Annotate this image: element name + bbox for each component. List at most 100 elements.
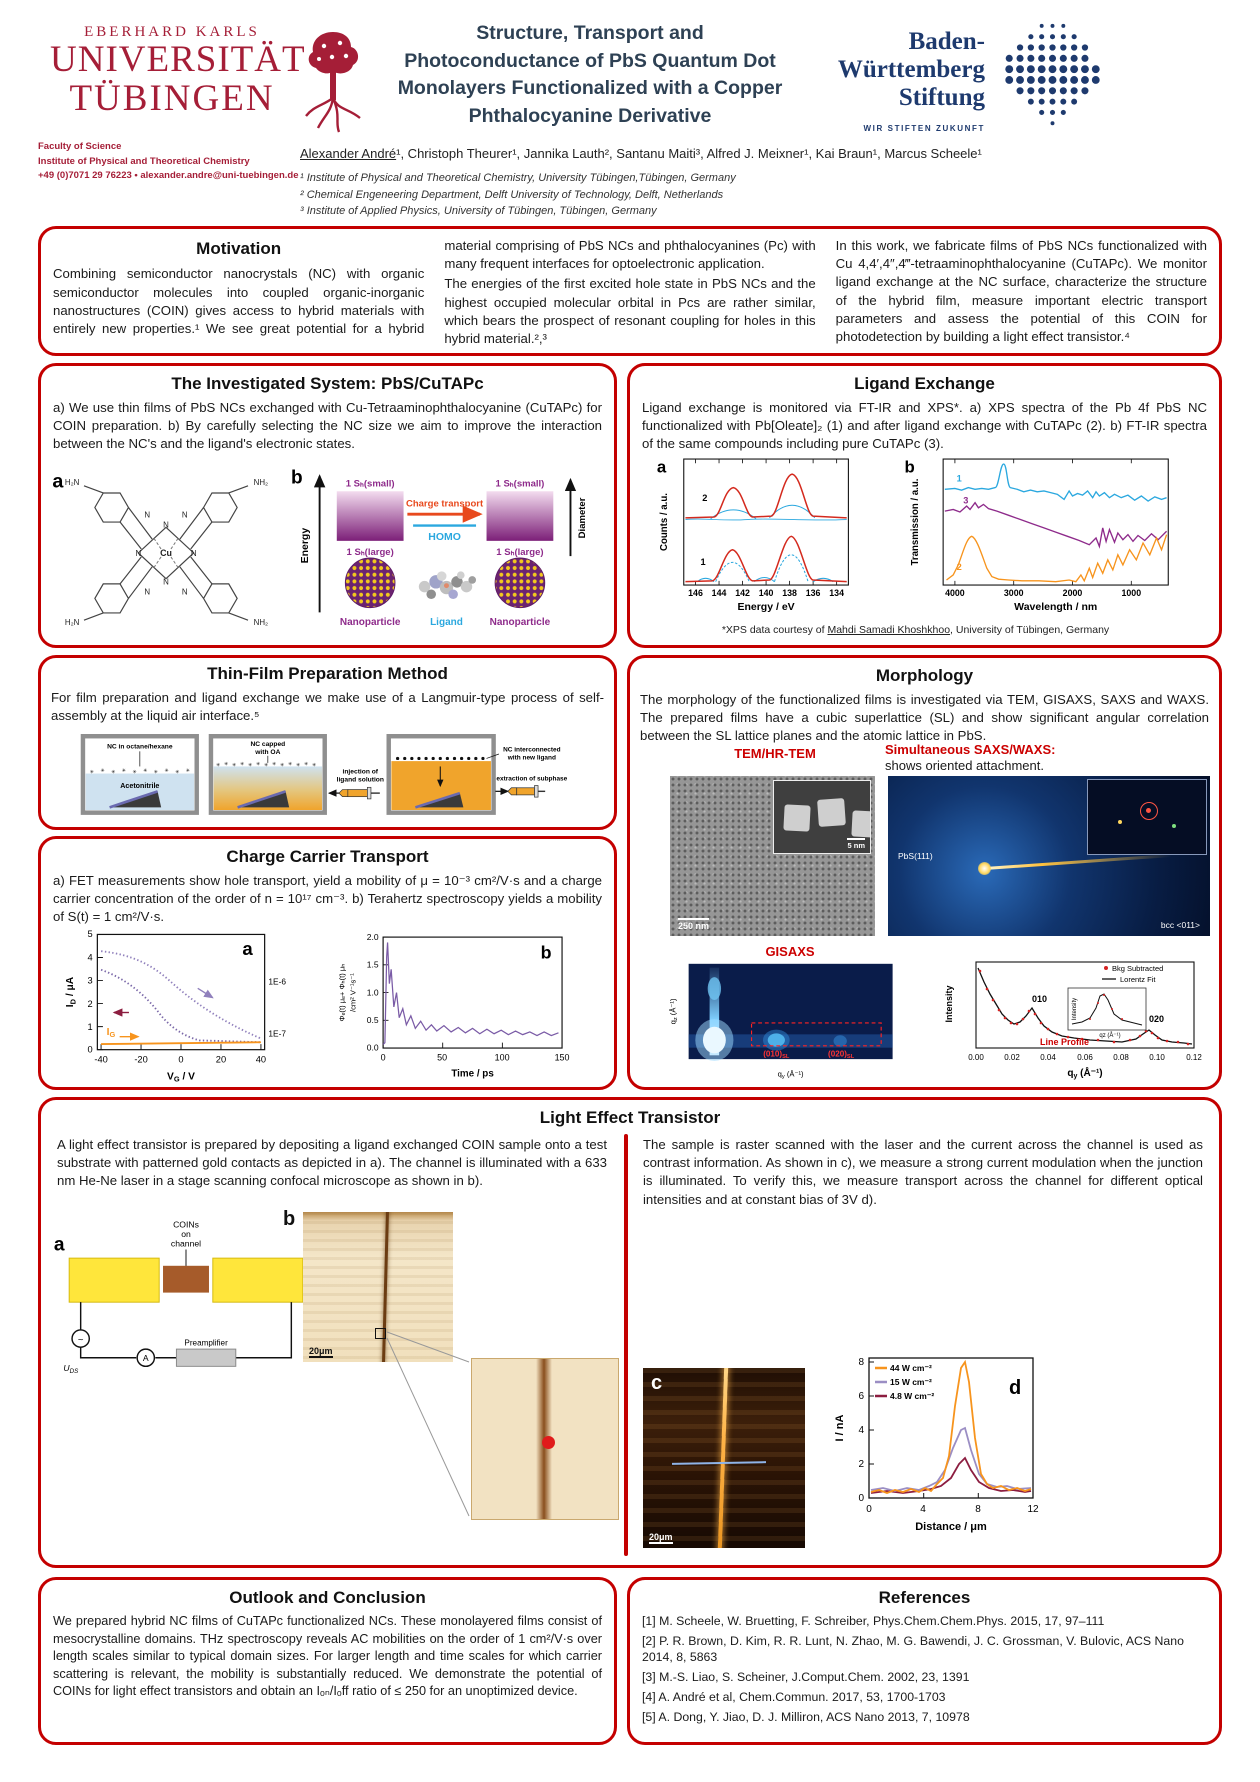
svg-text:0.02: 0.02 <box>1004 1053 1020 1062</box>
svg-text:-40: -40 <box>94 1055 107 1065</box>
saxs-annotation-bcc: bcc <011> <box>1160 920 1200 930</box>
svg-text:140: 140 <box>759 588 774 598</box>
callout-connector-lines <box>386 1331 470 1517</box>
label-interconnected-1: NC interconnected <box>503 746 561 753</box>
profile-inset: qz (Å⁻¹) Intensity <box>1067 987 1147 1039</box>
foundation-name-line: Württemberg <box>837 56 985 83</box>
motivation-columns: Motivation Combining semiconductor nanoc… <box>53 237 1207 348</box>
legend-dot <box>1104 966 1108 970</box>
svg-text:100: 100 <box>495 1053 510 1063</box>
svg-text:✳: ✳ <box>280 762 284 768</box>
title-line: Photoconductance of PbS Quantum Dot <box>404 49 776 72</box>
thz-panel-label: b <box>541 943 552 963</box>
saxs-annotation-pbs111: PbS(111) <box>898 851 933 862</box>
beaker-3-labels: NC interconnected with new ligand extrac… <box>486 746 568 798</box>
level-small-left: 1 Sₕ(small) <box>346 478 395 489</box>
svg-text:✳: ✳ <box>100 768 104 774</box>
pbs-cube <box>817 798 846 827</box>
panel-a-label: a <box>52 471 64 493</box>
beaker-2: ✳ ✳ ✳ ✳ ✳ ✳ ✳ ✳ ✳ ✳ ✳ ✳ ✳ NC capped with OA <box>208 734 327 815</box>
motivation-title: Motivation <box>196 239 282 258</box>
svg-text:138: 138 <box>782 588 797 598</box>
affiliations: ¹ Institute of Physical and Theoretical … <box>300 170 1230 220</box>
fet-ytick-labels: 5 4 3 2 1 0 <box>88 929 93 1054</box>
gisaxs-map-xlabel: qy (Å⁻¹) <box>778 1069 804 1080</box>
svg-text:✳: ✳ <box>186 768 190 774</box>
let-title: Light Effect Transistor <box>539 1108 721 1127</box>
svg-text:0.08: 0.08 <box>1113 1053 1129 1062</box>
svg-text:2.0: 2.0 <box>367 932 379 942</box>
energy-level-box-left <box>336 491 404 541</box>
saxs-waxs-label-black: shows oriented attachment. <box>885 758 1044 774</box>
ammeter-icon <box>136 1348 156 1368</box>
fet-xlabel: VG / V <box>167 1071 195 1083</box>
label-nc-octane: NC in octane/hexane <box>107 744 173 751</box>
fet-gate-current-label: IG <box>107 1027 116 1039</box>
fet-ticks <box>97 933 262 1051</box>
faculty-info: Faculty of Science Institute of Physical… <box>38 140 308 184</box>
ftir-xlabel: Wavelength / nm <box>1014 601 1097 613</box>
saxs-waxs-label-red: Simultaneous SAXS/WAXS: <box>885 742 1056 757</box>
svg-text:✳: ✳ <box>90 770 94 776</box>
level-large-right: 1 Sₕ(large) <box>496 547 543 558</box>
section-morphology: Morphology The morphology of the functio… <box>627 655 1222 1090</box>
xps-ticks <box>695 459 838 586</box>
svg-text:2000: 2000 <box>1063 588 1083 598</box>
xps-panel-label: a <box>657 457 667 476</box>
section-investigated-system: The Investigated System: PbS/CuTAPc a) W… <box>38 363 617 648</box>
nc-interface-dots: ✳ ✳ ✳ ✳ ✳ ✳ ✳ ✳ ✳ ✳ ✳ ✳ ✳ <box>216 762 316 769</box>
pbs-cube <box>851 810 870 838</box>
svg-text:4: 4 <box>88 952 93 962</box>
charge-transport-title: Charge Carrier Transport <box>226 847 429 866</box>
zoom-inset-image <box>471 1358 619 1520</box>
level-large-left: 1 Sₕ(large) <box>347 547 394 558</box>
ftir-plot: b Transmission / a.u. 4000 3000 2000 1000 … <box>905 457 1169 613</box>
fet-frame <box>96 933 266 1051</box>
svg-text:✳: ✳ <box>111 770 115 776</box>
svg-text:N: N <box>144 510 150 519</box>
nanoparticle-left-graphic <box>344 557 396 609</box>
ftir-traces <box>944 463 1168 583</box>
preamplifier-label: Preamplifier <box>184 1338 228 1347</box>
gisaxs-features <box>688 967 893 1062</box>
diameter-axis-label: Diameter <box>577 497 588 538</box>
line-profile-label: Line Profile <box>1040 1037 1089 1047</box>
svg-text:✳: ✳ <box>256 762 260 768</box>
university-logo: EBERHARD KARLS UNIVERSITÄT TÜBINGEN <box>50 24 306 119</box>
section-outlook: Outlook and Conclusion We prepared hybri… <box>38 1577 617 1745</box>
thin-film-title: Thin-Film Preparation Method <box>207 664 448 683</box>
diffraction-spot <box>1118 820 1122 824</box>
svg-text:150: 150 <box>555 1053 570 1063</box>
profile-xlabel: qy (Å⁻¹) <box>1067 1066 1102 1080</box>
let-divider <box>624 1134 628 1556</box>
svg-text:142: 142 <box>735 588 750 598</box>
bkg-subtracted-points <box>978 969 1190 1046</box>
svg-text:2: 2 <box>858 1459 864 1470</box>
thin-film-body: For film preparation and ligand exchange… <box>51 690 604 724</box>
fet-transfer-plot: 5 4 3 2 1 0 ID / μA -40 -20 0 20 40 VG / V 1E… <box>65 929 286 1084</box>
nanoparticle-label-left: Nanoparticle <box>340 617 401 628</box>
panel-b-label: b <box>291 468 303 489</box>
ligand-exchange-title: Ligand Exchange <box>854 374 995 393</box>
xps-plot: a Counts / a.u. 146 144 142 140 138 136 134… <box>657 457 849 613</box>
let-curves <box>870 1359 1032 1494</box>
tem-label: TEM/HR-TEM <box>734 746 816 761</box>
morphology-title: Morphology <box>875 666 974 685</box>
svg-text:✳: ✳ <box>132 770 136 776</box>
fet-ylabel: ID / μA <box>65 976 77 1007</box>
ftir-ticks <box>954 459 1132 586</box>
thz-ylabel-line2: /cm² V⁻¹s⁻¹ <box>348 973 357 1012</box>
let-xtick-labels: 0 4 8 12 <box>866 1504 1039 1515</box>
tem-hr-inset: 5 nm <box>773 780 871 854</box>
university-logo-line2: UNIVERSITÄT <box>50 39 306 80</box>
svg-text:✳: ✳ <box>296 762 300 768</box>
macrocycle-bonds <box>83 485 249 621</box>
ammeter-symbol: A <box>143 1353 149 1363</box>
section-ligand-exchange: Ligand Exchange Ligand exchange is monit… <box>627 363 1222 648</box>
section-references: References [1] M. Scheele, W. Bruetting,… <box>627 1577 1222 1745</box>
svg-text:8: 8 <box>975 1504 981 1515</box>
reference-item: [2] P. R. Brown, D. Kim, R. R. Lunt, N. … <box>642 1633 1184 1665</box>
diffraction-streak <box>984 854 1171 871</box>
svg-text:0: 0 <box>381 1053 386 1063</box>
ligand-exchange-body: Ligand exchange is monitored via FT-IR a… <box>642 400 1207 452</box>
